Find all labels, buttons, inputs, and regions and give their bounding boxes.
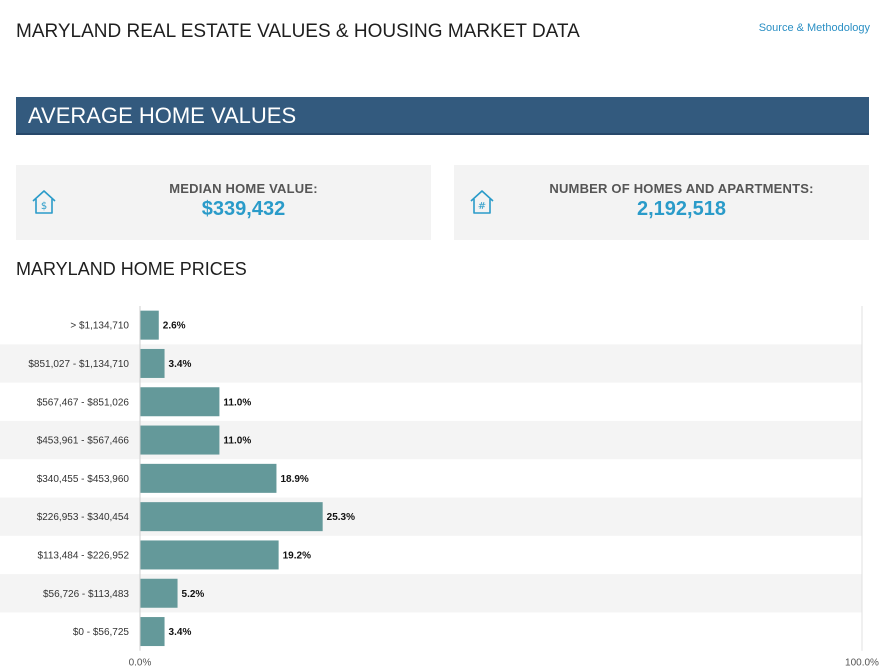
homes-count-card: # NUMBER OF HOMES AND APARTMENTS: 2,192,…: [454, 165, 869, 240]
homes-count-label: NUMBER OF HOMES AND APARTMENTS:: [549, 181, 814, 196]
category-label: $56,726 - $113,483: [43, 589, 129, 600]
page-title: MARYLAND REAL ESTATE VALUES & HOUSING MA…: [16, 21, 580, 42]
source-methodology-link[interactable]: Source & Methodology: [758, 22, 870, 34]
bar-value-label: 5.2%: [182, 589, 205, 600]
house-dollar-icon: $: [30, 188, 58, 216]
bar: [140, 348, 165, 378]
svg-text:#: #: [478, 201, 486, 212]
category-label: $226,953 - $340,454: [37, 512, 130, 523]
bar-value-label: 25.3%: [327, 512, 355, 523]
bar: [140, 502, 323, 532]
home-prices-bar-chart: > $1,134,710 2.6% $851,027 - $1,134,710 3.4…: [0, 306, 879, 669]
category-label: $113,484 - $226,952: [37, 550, 129, 561]
category-label: $567,467 - $851,026: [37, 397, 130, 408]
x-tick-label: 100.0%: [845, 658, 879, 669]
bar-value-label: 18.9%: [280, 474, 308, 485]
bar-value-label: 11.0%: [223, 436, 251, 447]
bar-value-label: 3.4%: [169, 359, 192, 370]
category-label: $851,027 - $1,134,710: [28, 359, 129, 370]
bar: [140, 578, 178, 608]
row-stripe: [0, 420, 862, 460]
bar: [140, 425, 220, 455]
x-tick-label: 0.0%: [129, 658, 152, 669]
bar: [140, 310, 159, 340]
bar: [140, 463, 277, 493]
bar-value-label: 3.4%: [169, 627, 192, 638]
section-banner: AVERAGE HOME VALUES: [16, 97, 869, 135]
bar: [140, 387, 220, 417]
bar-value-label: 11.0%: [223, 397, 251, 408]
bar-value-label: 19.2%: [283, 550, 311, 561]
banner-title: AVERAGE HOME VALUES: [28, 103, 297, 128]
row-stripe: [0, 574, 862, 613]
row-stripe: [0, 497, 862, 536]
homes-count-value: 2,192,518: [637, 198, 726, 220]
bar: [140, 540, 279, 570]
house-hash-icon: #: [468, 188, 496, 216]
median-home-value-card: $ MEDIAN HOME VALUE: $339,432: [16, 165, 431, 240]
median-home-value: $339,432: [201, 198, 286, 220]
category-label: > $1,134,710: [70, 321, 129, 332]
category-label: $453,961 - $567,466: [37, 436, 130, 447]
row-stripe: [0, 344, 862, 383]
svg-text:$: $: [41, 201, 47, 212]
chart-title: MARYLAND HOME PRICES: [16, 259, 247, 279]
bar-value-label: 2.6%: [163, 321, 186, 332]
category-label: $0 - $56,725: [73, 627, 130, 638]
median-home-value-label: MEDIAN HOME VALUE:: [169, 181, 318, 196]
category-label: $340,455 - $453,960: [37, 474, 130, 485]
bar: [140, 617, 165, 647]
